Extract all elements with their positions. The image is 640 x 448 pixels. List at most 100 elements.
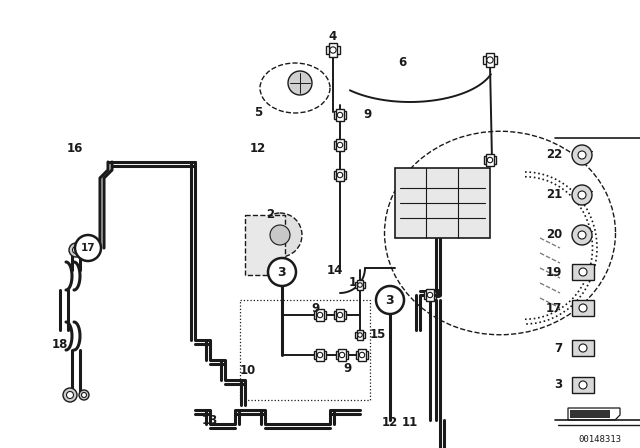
Bar	[486, 154, 493, 166]
Circle shape	[258, 213, 302, 257]
Text: 7: 7	[554, 341, 562, 354]
Bar	[245, 215, 285, 275]
Text: 12: 12	[382, 415, 398, 428]
Bar	[329, 43, 337, 57]
Circle shape	[572, 225, 592, 245]
Circle shape	[572, 145, 592, 165]
Circle shape	[579, 381, 587, 389]
Bar	[356, 351, 368, 358]
Circle shape	[487, 157, 493, 163]
Circle shape	[339, 352, 345, 358]
Bar	[426, 289, 434, 301]
Bar	[334, 112, 346, 119]
Text: 9: 9	[364, 108, 372, 121]
Circle shape	[330, 47, 336, 53]
Bar	[572, 264, 594, 280]
Text: 17: 17	[546, 302, 562, 314]
Circle shape	[270, 225, 290, 245]
Bar	[337, 109, 344, 121]
Circle shape	[69, 243, 83, 257]
Circle shape	[578, 151, 586, 159]
Circle shape	[487, 57, 493, 63]
Circle shape	[359, 352, 365, 358]
Circle shape	[579, 304, 587, 312]
Text: 1: 1	[349, 276, 357, 289]
Bar	[314, 311, 326, 319]
Bar	[572, 377, 594, 393]
Bar	[316, 309, 324, 321]
Circle shape	[579, 344, 587, 352]
Bar	[337, 309, 344, 321]
Text: 5: 5	[254, 105, 262, 119]
Text: 19: 19	[546, 266, 562, 279]
Circle shape	[67, 392, 74, 399]
Circle shape	[578, 191, 586, 199]
Circle shape	[337, 312, 342, 318]
Bar	[326, 46, 340, 54]
Bar	[357, 330, 363, 340]
Bar	[334, 311, 346, 319]
Circle shape	[358, 283, 362, 287]
Circle shape	[288, 71, 312, 95]
Text: 3: 3	[278, 266, 286, 279]
Bar	[334, 172, 346, 179]
Bar	[334, 142, 346, 149]
Text: 15: 15	[370, 328, 386, 341]
Circle shape	[358, 333, 362, 337]
Circle shape	[75, 235, 101, 261]
Bar	[337, 169, 344, 181]
Bar	[355, 332, 365, 338]
Bar	[337, 139, 344, 151]
Bar	[339, 349, 346, 361]
Text: 14: 14	[327, 263, 343, 276]
Circle shape	[317, 352, 323, 358]
Text: 8: 8	[433, 289, 441, 302]
Text: 13: 13	[202, 414, 218, 426]
Circle shape	[337, 172, 342, 178]
Text: 16: 16	[67, 142, 83, 155]
Circle shape	[572, 185, 592, 205]
Bar	[314, 351, 326, 358]
Bar	[483, 56, 497, 64]
Circle shape	[63, 388, 77, 402]
Text: 18: 18	[52, 339, 68, 352]
Text: 20: 20	[546, 228, 562, 241]
Circle shape	[428, 292, 433, 298]
Text: 9: 9	[344, 362, 352, 375]
Bar	[355, 282, 365, 288]
Bar	[572, 340, 594, 356]
Bar	[336, 351, 348, 358]
Text: 2: 2	[266, 208, 274, 221]
Text: 22: 22	[546, 148, 562, 161]
Circle shape	[337, 112, 342, 118]
Text: 3: 3	[386, 293, 394, 306]
Bar	[572, 300, 594, 316]
Bar	[395, 168, 490, 238]
Text: 00148313: 00148313	[579, 435, 621, 444]
Text: 21: 21	[546, 189, 562, 202]
Text: 12: 12	[250, 142, 266, 155]
Circle shape	[337, 142, 342, 148]
Circle shape	[268, 258, 296, 286]
Bar	[484, 156, 496, 164]
Text: 17: 17	[81, 243, 95, 253]
Circle shape	[579, 268, 587, 276]
Text: 6: 6	[398, 56, 406, 69]
Circle shape	[376, 286, 404, 314]
Text: 10: 10	[240, 363, 256, 376]
Circle shape	[317, 312, 323, 318]
Bar	[316, 349, 324, 361]
Circle shape	[578, 231, 586, 239]
Bar	[240, 300, 370, 400]
Bar	[424, 291, 436, 299]
Bar	[358, 349, 365, 361]
Circle shape	[81, 392, 86, 397]
Text: 4: 4	[329, 30, 337, 43]
Bar	[357, 280, 363, 290]
Bar	[570, 410, 610, 418]
Circle shape	[79, 390, 89, 400]
Text: 3: 3	[554, 379, 562, 392]
Text: 9: 9	[311, 302, 319, 314]
Bar	[486, 53, 494, 67]
Text: 11: 11	[402, 415, 418, 428]
